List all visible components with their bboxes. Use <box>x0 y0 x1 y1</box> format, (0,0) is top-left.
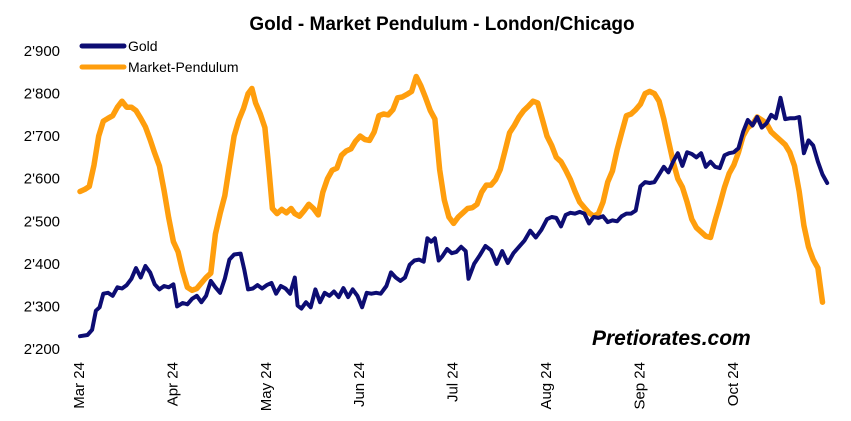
y-tick-label: 2'200 <box>24 341 60 358</box>
y-tick-label: 2'400 <box>24 256 60 273</box>
y-tick-label: 2'600 <box>24 171 60 188</box>
legend: Gold Market-Pendulum <box>79 38 239 75</box>
y-tick-label: 2'800 <box>24 86 60 103</box>
y-tick-label: 2'900 <box>24 43 60 60</box>
x-tick-label: Aug 24 <box>538 362 555 410</box>
x-tick-label: May 24 <box>258 362 275 411</box>
y-tick-label: 2'700 <box>24 128 60 145</box>
plot-area <box>77 73 830 339</box>
x-tick-label: Oct 24 <box>725 362 742 406</box>
x-tick-label: Jul 24 <box>445 362 462 402</box>
x-tick-label: Sep 24 <box>631 362 648 410</box>
y-tick-label: 2'300 <box>24 298 60 315</box>
x-tick-label: Mar 24 <box>71 362 88 409</box>
x-tick-label: Apr 24 <box>164 362 181 406</box>
x-tick-label: Jun 24 <box>351 362 368 407</box>
y-axis: 2'200 2'300 2'400 2'500 2'600 2'700 2'800 2'900 <box>24 43 60 358</box>
legend-label-market-pendulum: Market-Pendulum <box>128 59 239 75</box>
watermark: Pretiorates.com <box>592 327 751 350</box>
series-line-market-pendulum <box>77 73 826 305</box>
series-line-gold <box>78 95 830 339</box>
legend-label-gold: Gold <box>128 38 158 54</box>
y-tick-label: 2'500 <box>24 213 60 230</box>
chart-title: Gold - Market Pendulum - London/Chicago <box>249 14 634 35</box>
x-axis: Mar 24 Apr 24 May 24 Jun 24 Jul 24 Aug 24 Sep … <box>71 362 742 411</box>
